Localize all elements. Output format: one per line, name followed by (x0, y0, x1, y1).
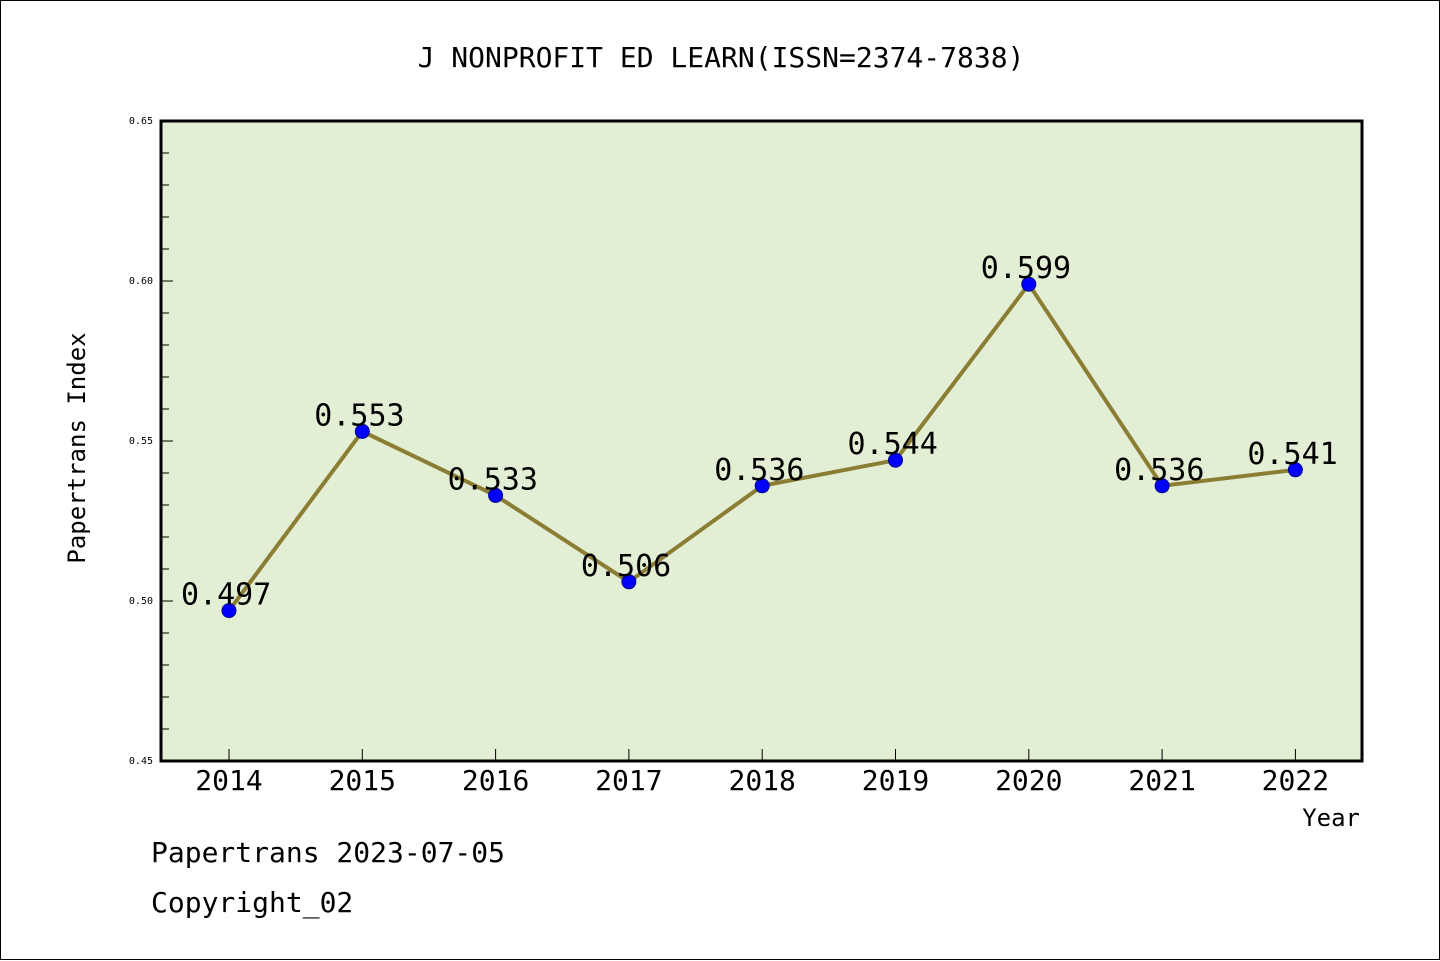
data-point (1287, 462, 1303, 478)
data-point (1154, 478, 1170, 494)
data-label: 0.497 (181, 578, 271, 613)
x-tick-label: 2021 (1128, 764, 1195, 797)
x-tick-label: 2022 (1262, 764, 1329, 797)
data-point (621, 574, 637, 590)
y-tick-label: 0.60 (129, 276, 153, 287)
chart-title: J NONPROFIT ED LEARN(ISSN=2374-7838) (418, 41, 1025, 74)
x-axis-ticks: 2014 2015 2016 2017 2018 2019 2020 2021 2022 (195, 749, 1329, 797)
x-axis-label: Year (1302, 804, 1360, 832)
data-point (1021, 276, 1037, 292)
plot-frame (159, 119, 1364, 763)
data-label: 0.599 (981, 251, 1071, 286)
data-label: 0.536 (1114, 453, 1204, 488)
x-tick-label: 2014 (195, 764, 262, 797)
data-label: 0.544 (848, 427, 938, 462)
data-point (488, 487, 504, 503)
footer-copyright-text: Copyright_02 (151, 886, 354, 919)
data-point (221, 603, 237, 619)
data-label: 0.536 (714, 453, 804, 488)
data-label: 0.541 (1247, 437, 1337, 472)
x-tick-label: 2016 (462, 764, 529, 797)
x-tick-label: 2015 (329, 764, 396, 797)
data-point (754, 478, 770, 494)
y-tick-label: 0.50 (129, 596, 153, 607)
y-tick-label: 0.65 (129, 116, 153, 127)
data-point (888, 452, 903, 468)
y-tick-label: 0.55 (129, 436, 153, 447)
footer-date-text: Papertrans 2023-07-05 (151, 836, 506, 869)
y-axis-label: Papertrans Index (63, 332, 91, 563)
data-point (354, 423, 370, 439)
data-labels: 0.497 0.553 0.533 0.506 0.536 0.544 0.599 0.536… (181, 251, 1338, 612)
series-markers (221, 276, 1303, 619)
plot-area (161, 121, 1362, 761)
x-tick-label: 2018 (728, 764, 795, 797)
x-tick-label: 2019 (862, 764, 929, 797)
x-tick-label: 2020 (995, 764, 1062, 797)
data-label: 0.553 (314, 398, 404, 433)
data-label: 0.533 (448, 462, 538, 497)
y-tick-label: 0.45 (129, 756, 153, 767)
x-tick-label: 2017 (595, 764, 662, 797)
data-label: 0.506 (581, 549, 671, 584)
